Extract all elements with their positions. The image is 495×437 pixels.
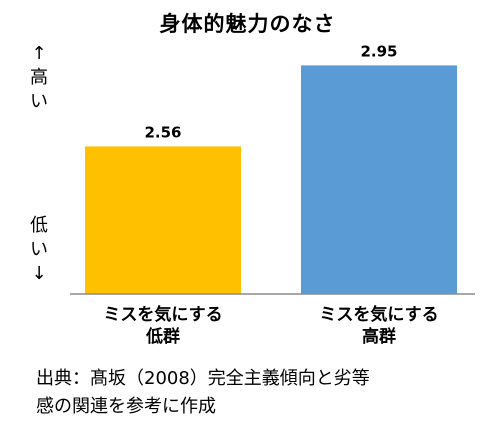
data-label-1: 2.95 xyxy=(360,42,397,60)
category-label-line: 低群 xyxy=(146,327,180,347)
category-label-line: ミスを気にする xyxy=(103,305,223,325)
axis-high-char-1: 高 xyxy=(30,67,48,88)
category-label-line: 高群 xyxy=(362,327,396,347)
axis-low-char-1: 低 xyxy=(30,215,48,236)
axis-high-char-2: い xyxy=(30,91,48,112)
axis-high-arrow: ↑ xyxy=(31,43,47,64)
axis-low-label: 低 い ↓ xyxy=(28,214,50,286)
source-line: 出典：髙坂（2008）完全主義傾向と劣等 xyxy=(36,368,370,389)
chart-title: 身体的魅力のなさ xyxy=(159,12,336,36)
category-label-high-group: ミスを気にする 高群 xyxy=(294,304,464,348)
axis-high-label: ↑ 高 い xyxy=(28,42,50,114)
category-label-low-group: ミスを気にする 低群 xyxy=(78,304,248,348)
axis-low-arrow: ↓ xyxy=(31,263,47,284)
axis-low-char-2: い xyxy=(30,239,48,260)
bar-0 xyxy=(85,146,241,294)
bar-1 xyxy=(301,65,457,295)
source-line: 感の関連を参考に作成 xyxy=(36,396,216,417)
category-label-line: ミスを気にする xyxy=(319,305,439,325)
source-note: 出典：髙坂（2008）完全主義傾向と劣等 感の関連を参考に作成 xyxy=(36,365,476,421)
data-label-0: 2.56 xyxy=(144,123,181,141)
